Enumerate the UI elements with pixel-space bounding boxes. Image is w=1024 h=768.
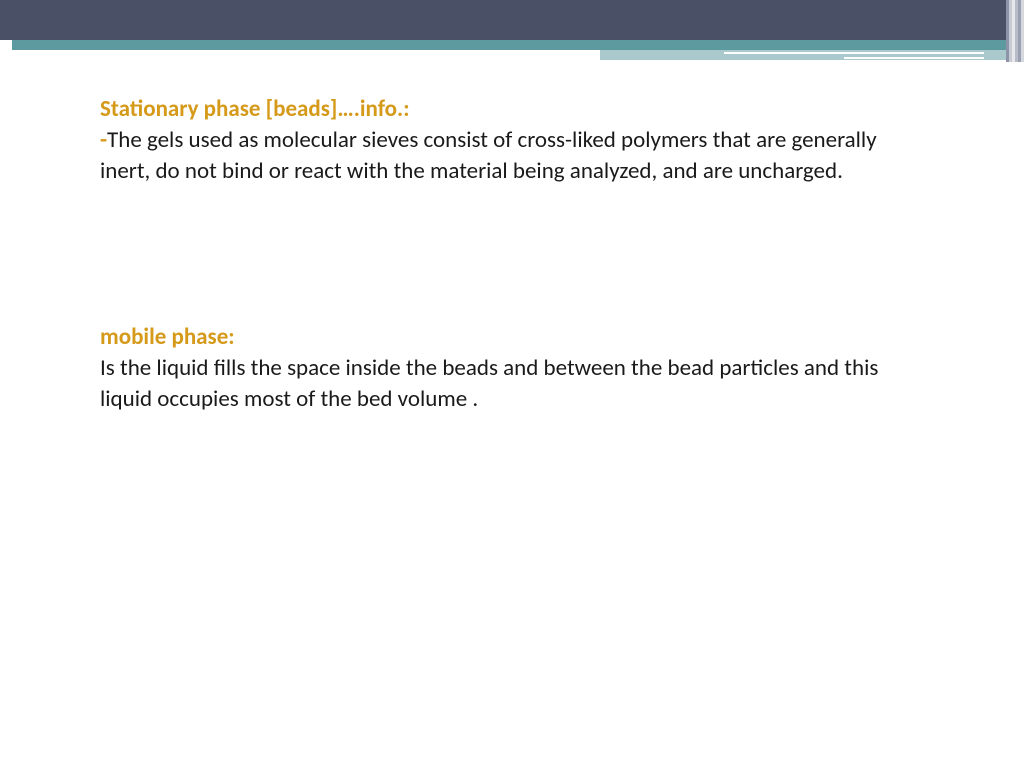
slide-content: Stationary phase [beads]….info.: -The ge… bbox=[0, 64, 1024, 415]
body-mobile: Is the liquid fills the space inside the… bbox=[100, 354, 878, 413]
accent-bar-teal bbox=[12, 40, 1006, 50]
section-mobile-phase: mobile phase: Is the liquid fills the sp… bbox=[100, 322, 924, 415]
side-stripe-decoration bbox=[1006, 0, 1024, 62]
accent-line-1 bbox=[724, 52, 984, 54]
heading-stationary: Stationary phase [beads]….info.: bbox=[100, 95, 410, 123]
slide-header-band bbox=[0, 0, 1024, 40]
slide-accent-band bbox=[0, 40, 1024, 64]
accent-line-2 bbox=[844, 57, 984, 59]
bullet-dash: - bbox=[100, 126, 107, 154]
heading-mobile: mobile phase: bbox=[100, 323, 235, 351]
body-stationary: The gels used as molecular sieves consis… bbox=[100, 126, 877, 185]
section-stationary-phase: Stationary phase [beads]….info.: -The ge… bbox=[100, 94, 924, 187]
